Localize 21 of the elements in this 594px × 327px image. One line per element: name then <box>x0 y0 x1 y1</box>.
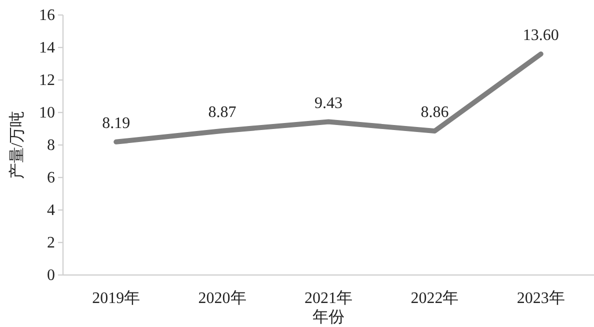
y-tick-label: 4 <box>47 202 55 219</box>
y-tick-label: 8 <box>47 137 55 154</box>
y-tick-label: 14 <box>39 40 55 56</box>
data-label: 9.43 <box>314 94 342 112</box>
data-label: 13.60 <box>522 27 559 44</box>
x-tick-label: 2020年 <box>198 290 246 307</box>
data-label: 8.86 <box>420 104 449 122</box>
x-tick-label: 2019年 <box>92 290 140 307</box>
data-label: 8.87 <box>208 104 236 121</box>
data-label: 8.19 <box>102 114 130 132</box>
y-tick-label: 0 <box>47 267 55 284</box>
x-axis-title: 年份 <box>312 309 344 326</box>
x-tick-label: 2021年 <box>304 290 352 307</box>
y-tick-label: 6 <box>47 170 55 186</box>
x-tick-label: 2023年 <box>516 290 565 307</box>
y-tick-label: 12 <box>39 72 55 89</box>
y-axis-title: 产量/万吨 <box>8 110 26 180</box>
y-tick-label: 2 <box>47 234 55 252</box>
y-tick-label: 10 <box>39 104 55 122</box>
x-tick-label: 2022年 <box>410 290 459 307</box>
y-tick-label: 16 <box>39 7 55 24</box>
